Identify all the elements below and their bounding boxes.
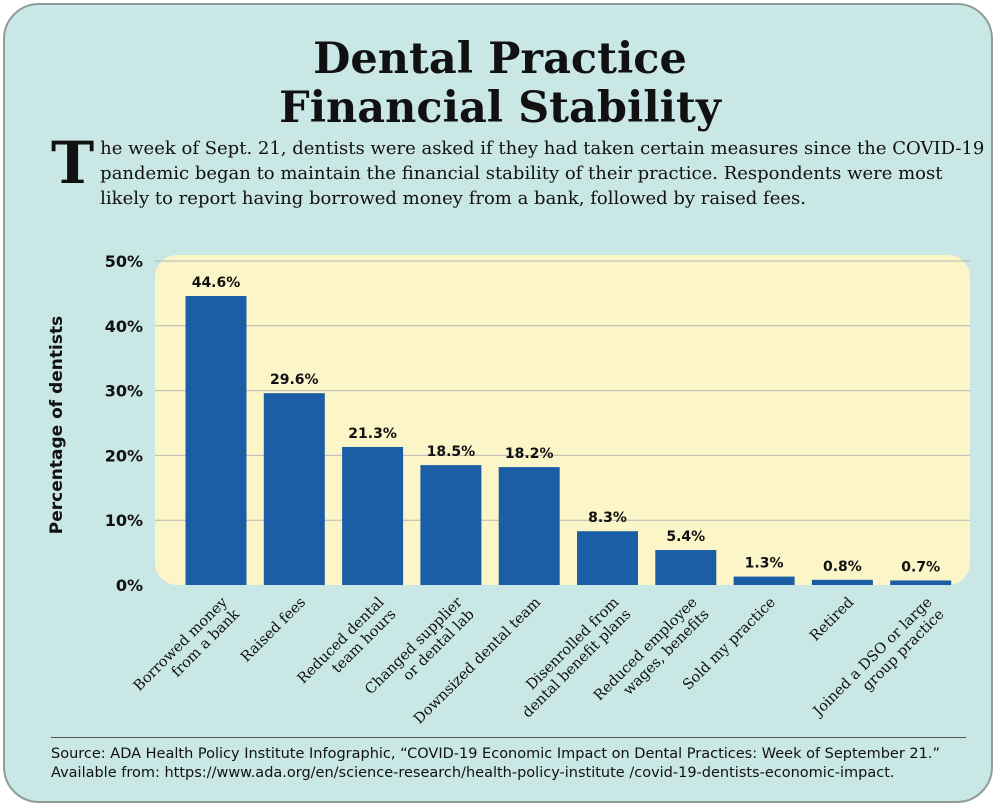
bar xyxy=(890,580,952,585)
bar xyxy=(342,446,404,585)
data-label: 18.5% xyxy=(427,444,476,460)
drop-cap: T xyxy=(51,129,95,197)
bar xyxy=(263,393,325,585)
y-tick-label: 10% xyxy=(105,511,143,530)
data-label: 8.3% xyxy=(588,510,627,526)
category-label: Borrowed moneyfrom a bank xyxy=(131,594,244,707)
divider xyxy=(51,737,966,738)
category-label: Raised fees xyxy=(238,595,309,666)
data-label: 0.8% xyxy=(823,559,862,575)
data-label: 1.3% xyxy=(745,556,784,572)
title-line-2: Financial Stability xyxy=(279,83,721,133)
category-label-line: dental benefit plans xyxy=(520,607,635,722)
page-title: Dental Practice Financial Stability xyxy=(5,34,991,133)
source-note: Source: ADA Health Policy Institute Info… xyxy=(51,746,940,781)
category-label-line: Retired xyxy=(807,595,857,645)
data-label: 0.7% xyxy=(901,559,940,575)
data-label: 29.6% xyxy=(270,372,319,388)
bar xyxy=(811,579,873,585)
y-tick-label: 20% xyxy=(105,446,143,465)
y-tick-label: 30% xyxy=(105,382,143,401)
y-tick-label: 50% xyxy=(105,252,143,271)
y-tick-label: 40% xyxy=(105,317,143,336)
category-label-line: Raised fees xyxy=(238,595,309,666)
data-label: 5.4% xyxy=(666,529,705,545)
bar xyxy=(577,531,638,585)
data-label: 18.2% xyxy=(505,446,554,462)
y-axis-label: Percentage of dentists xyxy=(47,316,67,534)
bar-chart: 0% 10% 20% 30% 40% 50% Percentage of dentists 4… xyxy=(47,252,970,727)
bar xyxy=(185,295,247,585)
y-tick-label: 0% xyxy=(116,576,143,595)
bar xyxy=(655,550,717,585)
intro-text: he week of Sept. 21, dentists were asked… xyxy=(100,138,985,209)
bar xyxy=(420,465,482,585)
bar xyxy=(733,576,795,585)
bar xyxy=(498,467,560,585)
category-label: Retired xyxy=(807,595,857,645)
title-line-1: Dental Practice xyxy=(313,34,687,84)
data-label: 21.3% xyxy=(348,426,397,442)
data-label: 44.6% xyxy=(192,275,241,291)
